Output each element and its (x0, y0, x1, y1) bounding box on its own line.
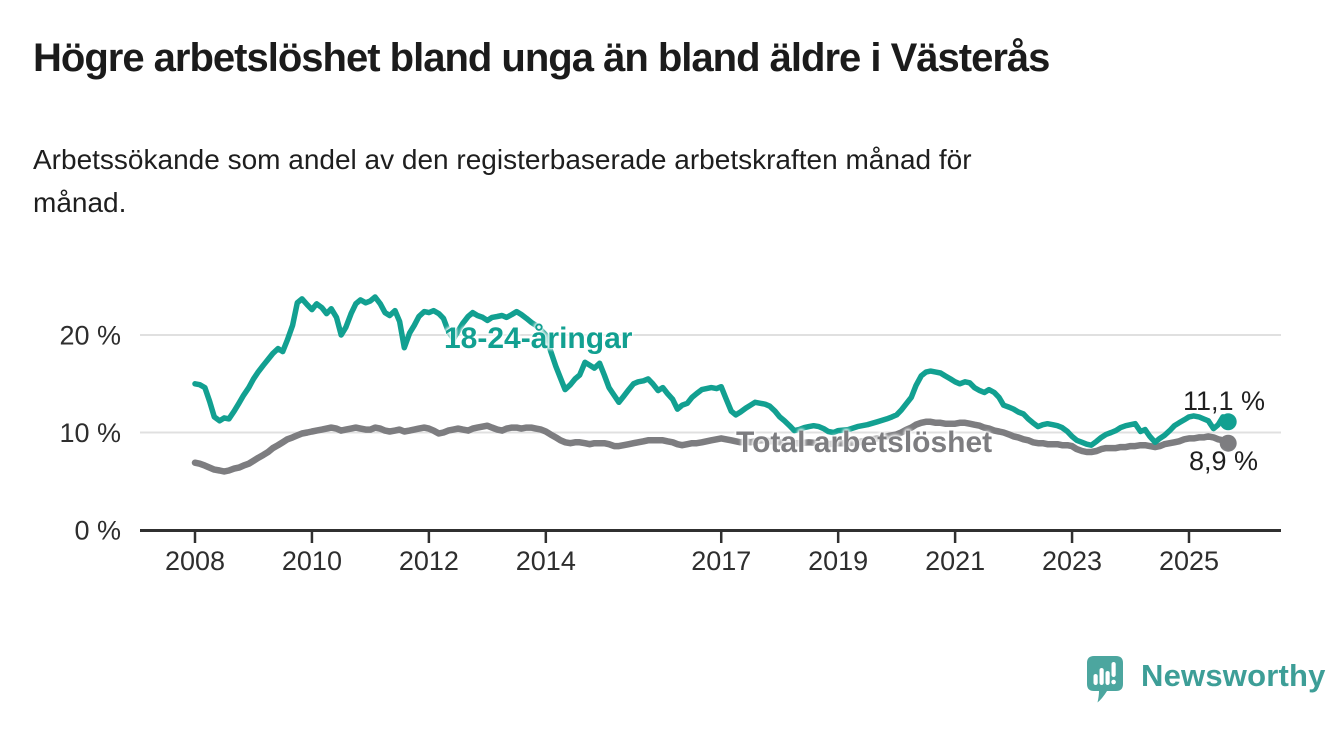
series-end-dot-total (1219, 434, 1237, 452)
end-value-label-total: 8,9 % (1188, 446, 1258, 476)
newsworthy-logo-text: Newsworthy (1141, 658, 1326, 693)
x-tick-label: 2023 (1042, 546, 1102, 576)
x-tick-label: 2012 (399, 546, 459, 576)
series-line-18-24 (192, 294, 1231, 448)
end-value-label-18-24: 11,1 % (1182, 386, 1265, 416)
chart-subtitle: Arbetssökande som andel av den registerb… (33, 138, 972, 224)
speech-bubble-bar-chart-icon (1087, 656, 1123, 703)
chart-subtitle-line-2: månad. (33, 187, 127, 218)
series-label-total: Total arbetslöshet (736, 426, 993, 459)
series-label-18-24: 18-24-åringar (444, 322, 633, 355)
x-tick-label: 2008 (165, 546, 225, 576)
x-tick-label: 2019 (808, 546, 868, 576)
newsworthy-logo: Newsworthy (1086, 655, 1326, 705)
y-tick-label: 20 % (59, 321, 121, 351)
x-tick-label: 2014 (516, 546, 576, 576)
chart-subtitle-line-1: Arbetssökande som andel av den registerb… (33, 144, 972, 175)
x-tick-label: 2010 (282, 546, 342, 576)
y-tick-label: 10 % (59, 418, 121, 448)
x-tick-label: 2025 (1159, 546, 1219, 576)
x-tick-label: 2017 (691, 546, 751, 576)
series-end-dot-18-24 (1219, 413, 1237, 431)
chart-title: Högre arbetslöshet bland unga än bland ä… (33, 36, 1050, 80)
series-line-total (191, 418, 1232, 475)
y-tick-label: 0 % (74, 516, 121, 546)
x-tick-label: 2021 (925, 546, 985, 576)
